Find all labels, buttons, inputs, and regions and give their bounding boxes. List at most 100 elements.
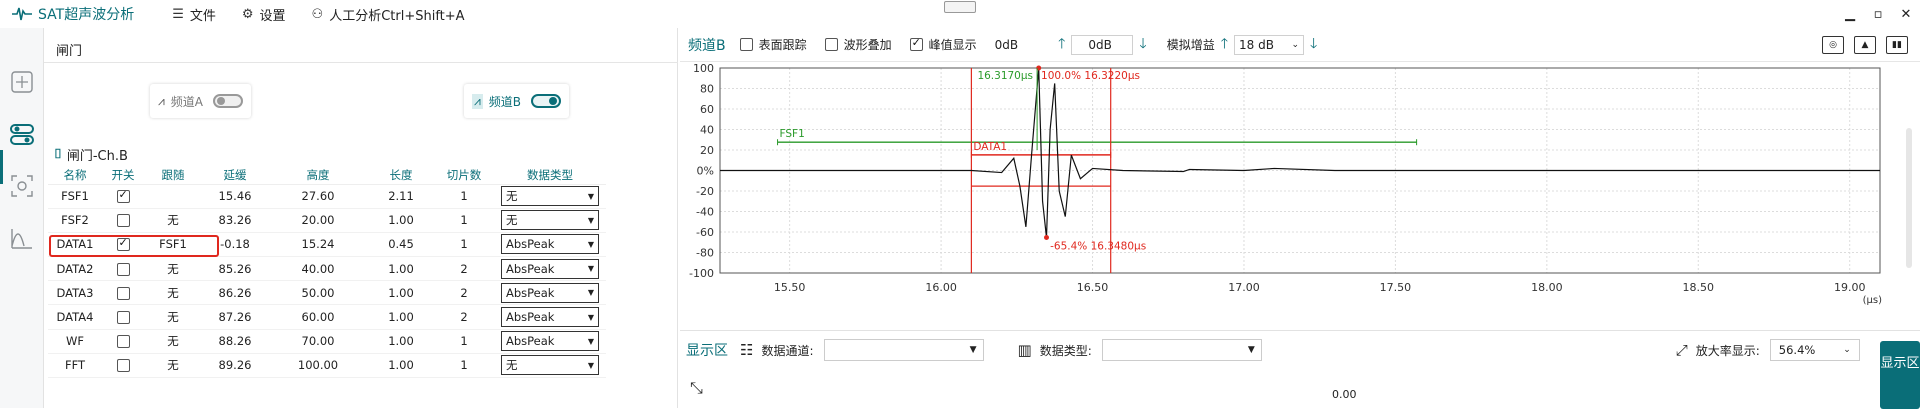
surface-follow-checkbox[interactable]: 表面跟踪 [739,36,807,53]
restore-icon[interactable]: ▫ [1873,6,1883,22]
gate-delay[interactable]: 83.26 [202,208,268,233]
wave-overlay-checkbox[interactable]: 波形叠加 [824,36,892,53]
data-type-select[interactable]: 无 ▼ [501,186,599,207]
gate-length[interactable]: 1.00 [368,329,434,354]
menu-manual-analysis[interactable]: ⚇ 人工分析Ctrl+Shift+A [311,6,465,24]
gate-delay[interactable]: 86.26 [202,280,268,306]
gate-height[interactable]: 50.00 [268,280,368,306]
gate-follow[interactable]: 无 [144,208,202,233]
gate-length[interactable]: 1.00 [368,353,434,379]
checkbox[interactable] [116,335,130,349]
data-type-select[interactable]: AbsPeak ▼ [501,282,599,303]
gate-follow[interactable]: 无 [144,256,202,282]
gate-data-type[interactable]: AbsPeak ▼ [494,256,606,282]
gate-follow[interactable]: 无 [144,353,202,379]
checkbox[interactable] [739,38,753,51]
gate-data-type[interactable]: 无 ▼ [494,353,606,379]
gate-follow[interactable]: 无 [144,304,202,330]
gate-height[interactable]: 70.00 [268,329,368,354]
gate-delay[interactable]: 87.26 [202,304,268,330]
gate-switch[interactable] [102,353,144,379]
gate-delay[interactable]: 85.26 [202,256,268,282]
gate-slices[interactable]: 2 [434,280,494,306]
table-row[interactable]: FFT 无 89.26 100.00 1.00 1 无 ▼ [48,353,606,379]
focus-target-icon[interactable] [6,170,38,202]
data-type-select[interactable]: AbsPeak ▼ [501,331,599,352]
menu-settings[interactable]: ⚙ 设置 [241,6,286,24]
gate-follow[interactable]: 无 [144,329,202,354]
display-area-tab[interactable]: 显示区 [1880,341,1920,409]
gate-switch[interactable] [102,280,144,306]
move-icon[interactable] [6,66,38,98]
gate-data-type[interactable]: AbsPeak ▼ [494,304,606,330]
checkbox[interactable] [116,311,130,325]
arrow-up-icon[interactable]: 🡑 [1058,35,1066,52]
table-row[interactable]: DATA4 无 87.26 60.00 1.00 2 AbsPeak ▼ [48,304,606,330]
gate-switch[interactable] [102,184,144,209]
channel-b-card[interactable]: ⩘ 频道B [464,84,570,118]
window-drag-handle[interactable] [944,1,976,13]
arrow-down-icon[interactable]: 🡓 [1139,35,1147,52]
offset-input[interactable]: 0dB [1071,34,1134,55]
table-row[interactable]: DATA3 无 86.26 50.00 1.00 2 AbsPeak ▼ [48,280,606,306]
minimize-icon[interactable]: ▁ [1845,6,1855,22]
gate-switch[interactable] [102,329,144,354]
gate-height[interactable]: 20.00 [268,208,368,233]
gain-up-icon[interactable]: 🡑 [1220,35,1228,52]
menu-file[interactable]: ☰ 文件 [172,6,216,24]
gate-delay[interactable]: 89.26 [202,353,268,379]
gate-switch[interactable] [102,304,144,330]
gate-data-type[interactable]: AbsPeak ▼ [494,280,606,306]
data-type-select[interactable]: 无 ▼ [501,210,599,231]
gate-data-type[interactable]: AbsPeak ▼ [494,232,606,258]
waveform-tool-icon[interactable] [6,222,38,254]
checkbox[interactable] [909,36,923,51]
gate-slices[interactable]: 1 [434,353,494,379]
image-icon[interactable]: ▲ [1854,36,1876,54]
table-row[interactable]: DATA2 无 85.26 40.00 1.00 2 AbsPeak ▼ [48,256,606,282]
gate-slices[interactable]: 1 [434,184,494,209]
bar-chart-icon[interactable]: ▮▮ [1886,36,1908,54]
gate-switch[interactable] [102,208,144,233]
gate-follow[interactable] [144,184,202,209]
gate-data-type[interactable]: 无 ▼ [494,208,606,233]
gate-data-type[interactable]: 无 ▼ [494,184,606,209]
peak-display-checkbox[interactable]: 峰值显示 [909,36,977,53]
checkbox[interactable] [116,188,130,204]
data-channel-select[interactable]: ▼ [823,339,984,361]
gate-height[interactable]: 60.00 [268,304,368,330]
gate-height[interactable]: 40.00 [268,256,368,282]
gate-length[interactable]: 1.00 [368,256,434,282]
checkbox[interactable] [116,262,130,276]
gate-slices[interactable]: 1 [434,329,494,354]
checkbox[interactable] [116,286,130,300]
gate-delay[interactable]: 88.26 [202,329,268,354]
a-scan-chart[interactable]: 100 80 60 40 20 0% -20 -40 -60 -80 -100 15.50 16.00 1… [680,62,1920,323]
checkbox[interactable] [116,359,130,373]
gate-slices[interactable]: 1 [434,208,494,233]
gate-delay[interactable]: 15.46 [202,184,268,209]
fit-screen-icon[interactable]: ⤡ [690,378,703,397]
gate-length[interactable]: 1.00 [368,208,434,233]
gate-length[interactable]: 0.45 [368,232,434,258]
checkbox[interactable] [116,236,130,252]
gate-switch[interactable] [102,256,144,282]
gate-height[interactable]: 100.00 [268,353,368,379]
gate-length[interactable]: 2.11 [368,184,434,209]
data-type-select[interactable]: ▼ [1101,339,1262,361]
gate-slices[interactable]: 1 [434,232,494,258]
gate-height[interactable]: 27.60 [268,184,368,209]
data-type-select[interactable]: AbsPeak ▼ [501,258,599,279]
data-type-select[interactable]: AbsPeak ▼ [501,234,599,255]
gate-settings-icon[interactable] [6,118,38,150]
gate-slices[interactable]: 2 [434,304,494,330]
gate-length[interactable]: 1.00 [368,304,434,330]
table-row[interactable]: WF 无 88.26 70.00 1.00 1 AbsPeak ▼ [48,329,606,354]
gate-slices[interactable]: 2 [434,256,494,282]
data-type-select[interactable]: AbsPeak ▼ [501,307,599,328]
gain-down-icon[interactable]: 🡓 [1310,35,1318,52]
gate-length[interactable]: 1.00 [368,280,434,306]
screenshot-icon[interactable]: ◎ [1822,36,1844,54]
analog-gain-select[interactable]: 18 dB ⌄ [1234,34,1304,55]
